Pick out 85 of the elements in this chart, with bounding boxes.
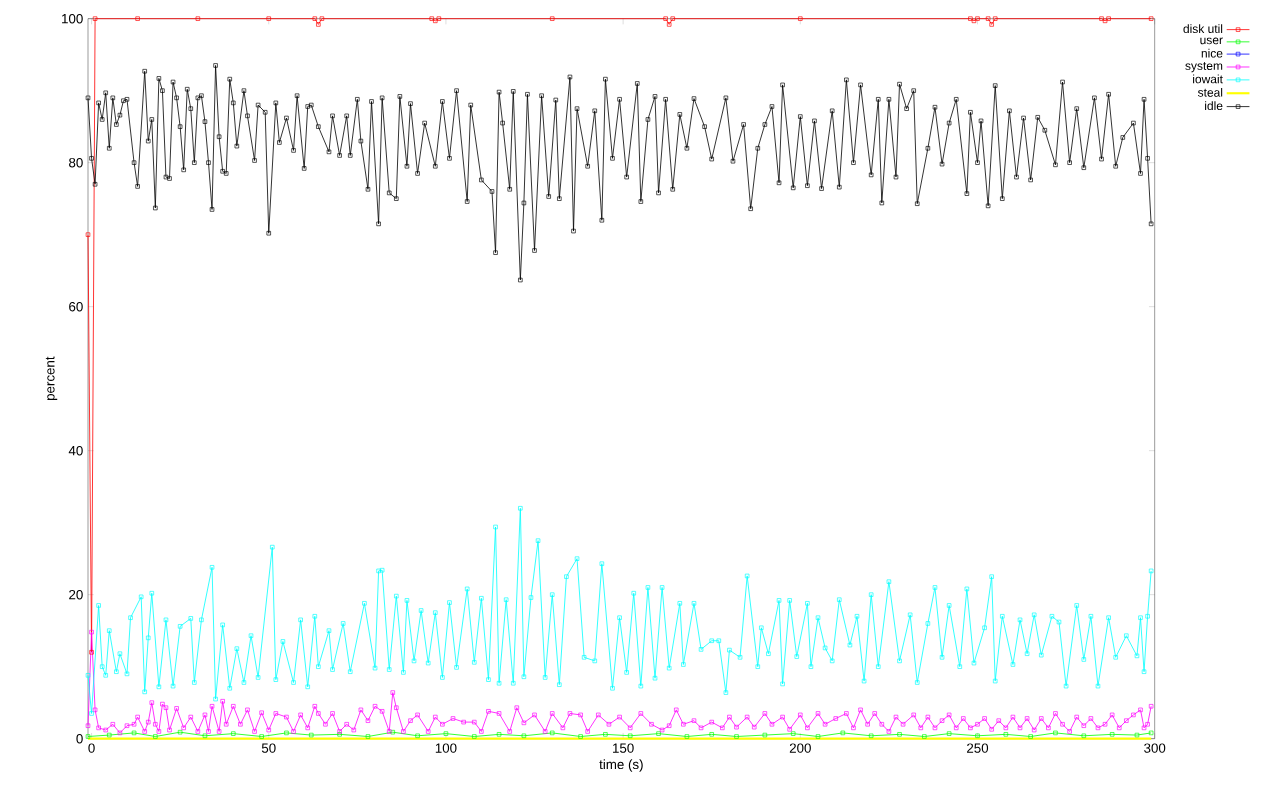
legend-label: iowait — [1193, 74, 1223, 84]
y-tick-label: 60 — [69, 301, 83, 312]
point — [177, 729, 183, 735]
point — [1099, 16, 1104, 21]
point — [316, 22, 321, 27]
point — [365, 734, 371, 739]
point — [989, 22, 994, 27]
point — [709, 732, 714, 737]
point — [975, 16, 980, 21]
x-tick-label: 300 — [1144, 743, 1166, 753]
point — [89, 650, 94, 655]
point — [312, 16, 318, 21]
point — [259, 734, 264, 739]
legend-label: user — [1200, 37, 1223, 45]
point — [496, 732, 502, 737]
point — [975, 733, 980, 738]
x-tick-label: 100 — [435, 743, 457, 753]
point — [92, 16, 98, 21]
y-tick-label: 100 — [62, 13, 83, 24]
y-tick-label: 20 — [69, 589, 83, 600]
point — [663, 16, 668, 21]
point — [472, 734, 477, 739]
legend-label: steal — [1197, 87, 1223, 97]
point — [202, 733, 208, 738]
point — [684, 734, 690, 739]
point — [436, 16, 442, 21]
y-tick-label: 0 — [76, 733, 83, 744]
point — [319, 16, 325, 21]
point — [1106, 16, 1111, 21]
point — [231, 731, 236, 736]
point — [656, 731, 661, 736]
x-tick-label: 200 — [789, 743, 811, 753]
legend-label: system — [1185, 62, 1223, 73]
point — [443, 731, 449, 736]
point — [1003, 732, 1009, 737]
point — [195, 16, 201, 21]
x-axis-title: time (s) — [599, 759, 643, 772]
x-tick-label: 0 — [88, 743, 95, 753]
x-tick-label: 150 — [613, 743, 634, 753]
point — [897, 732, 902, 737]
point — [670, 16, 675, 21]
point — [415, 733, 420, 738]
point — [1109, 732, 1115, 737]
point — [578, 734, 583, 739]
point — [627, 733, 633, 738]
point — [946, 731, 952, 736]
point — [1134, 732, 1140, 738]
point — [734, 734, 739, 739]
legend-label: nice — [1201, 48, 1223, 58]
point — [868, 733, 874, 738]
point — [1102, 18, 1108, 24]
legend-label: disk util — [1183, 24, 1223, 34]
point — [153, 734, 158, 739]
point — [993, 16, 998, 21]
y-axis-title: percent — [45, 356, 58, 401]
x-tick-label: 50 — [261, 743, 276, 753]
point — [603, 732, 608, 737]
point — [309, 732, 314, 738]
point — [284, 730, 289, 736]
y-tick-label: 40 — [68, 445, 83, 456]
point — [985, 16, 991, 21]
point — [1028, 734, 1033, 739]
point — [840, 730, 846, 736]
point — [550, 16, 555, 21]
point — [791, 731, 796, 736]
x-tick-label: 250 — [967, 743, 989, 753]
point — [266, 16, 271, 21]
point — [1081, 733, 1087, 738]
point — [131, 730, 137, 736]
point — [798, 16, 803, 21]
point — [1053, 730, 1058, 736]
point — [968, 16, 973, 21]
legend-label: idle — [1205, 101, 1223, 111]
y-tick-label: 80 — [69, 157, 83, 168]
point — [550, 730, 555, 736]
point — [922, 734, 927, 739]
point — [521, 733, 527, 738]
point — [815, 734, 821, 739]
point — [971, 18, 977, 24]
point — [135, 16, 140, 21]
point — [107, 732, 112, 738]
point — [762, 732, 768, 738]
point — [666, 22, 672, 27]
point — [429, 16, 434, 21]
point — [433, 18, 438, 24]
